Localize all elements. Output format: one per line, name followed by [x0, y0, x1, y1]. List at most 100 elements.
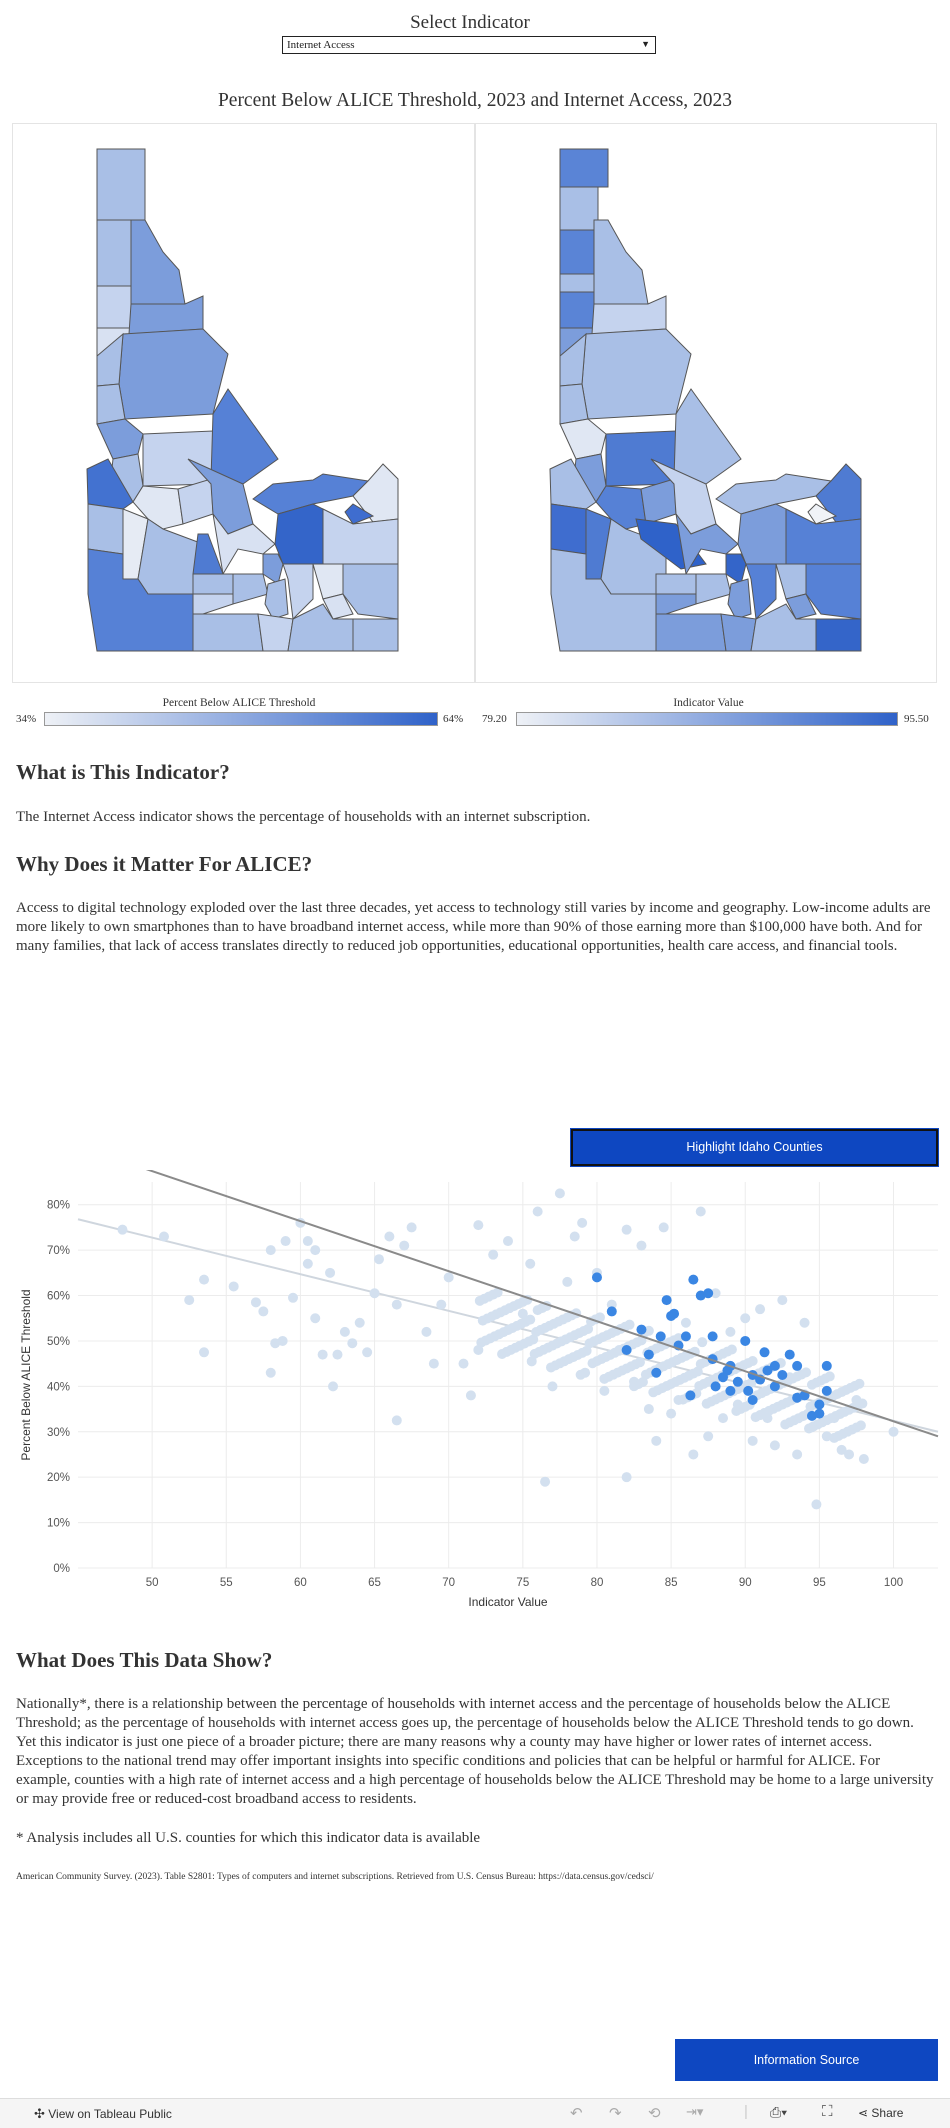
idaho-county-point[interactable] — [743, 1385, 754, 1396]
us-county-point[interactable] — [584, 1338, 595, 1349]
idaho-county-point[interactable] — [762, 1365, 773, 1376]
us-county-point[interactable] — [332, 1349, 343, 1360]
us-county-point[interactable] — [354, 1317, 365, 1328]
us-county-point[interactable] — [697, 1337, 708, 1348]
us-county-point[interactable] — [640, 1369, 651, 1380]
idaho-county-point[interactable] — [621, 1345, 632, 1356]
idaho-county-point[interactable] — [814, 1399, 825, 1410]
us-county-point[interactable] — [858, 1454, 869, 1465]
us-county-point[interactable] — [474, 1295, 485, 1306]
idaho-county-point[interactable] — [769, 1381, 780, 1392]
us-county-point[interactable] — [829, 1432, 840, 1443]
share-button[interactable]: ⋖ Share — [858, 2106, 903, 2120]
download-icon[interactable]: ⎙▾ — [770, 2104, 788, 2120]
us-county-point[interactable] — [804, 1423, 814, 1434]
us-county-point[interactable] — [658, 1222, 669, 1233]
us-county-point[interactable] — [302, 1258, 313, 1269]
us-county-point[interactable] — [391, 1299, 402, 1310]
us-county-point[interactable] — [694, 1380, 705, 1391]
us-county-point[interactable] — [406, 1222, 417, 1233]
us-county-point[interactable] — [575, 1369, 586, 1380]
us-county-point[interactable] — [780, 1419, 791, 1430]
redo-icon[interactable]: ↷ — [609, 2105, 622, 2122]
fullscreen-icon[interactable]: ⛶ — [822, 2103, 833, 2120]
us-county-point[interactable] — [629, 1381, 640, 1392]
us-county-point[interactable] — [621, 1224, 632, 1235]
us-county-point[interactable] — [792, 1449, 803, 1460]
us-county-point[interactable] — [362, 1347, 373, 1358]
us-county-point[interactable] — [547, 1381, 558, 1392]
idaho-county-point[interactable] — [703, 1288, 714, 1299]
information-source-button[interactable]: Information Source — [675, 2039, 938, 2081]
us-county-point[interactable] — [310, 1313, 321, 1324]
us-county-point[interactable] — [117, 1224, 128, 1235]
us-county-point[interactable] — [562, 1276, 573, 1287]
us-county-point[interactable] — [328, 1381, 339, 1392]
idaho-county-point[interactable] — [792, 1360, 803, 1371]
us-county-point[interactable] — [265, 1367, 276, 1378]
us-county-point[interactable] — [465, 1390, 476, 1401]
us-county-point[interactable] — [428, 1358, 439, 1369]
us-county-point[interactable] — [347, 1338, 358, 1349]
us-county-point[interactable] — [369, 1288, 380, 1299]
us-county-point[interactable] — [710, 1288, 721, 1299]
idaho-county-point[interactable] — [821, 1360, 832, 1371]
idaho-county-point[interactable] — [710, 1381, 721, 1392]
us-county-point[interactable] — [525, 1258, 536, 1269]
idaho-county-point[interactable] — [725, 1385, 736, 1396]
us-county-point[interactable] — [532, 1305, 543, 1316]
us-county-point[interactable] — [228, 1281, 239, 1292]
us-county-point[interactable] — [731, 1405, 742, 1416]
us-county-point[interactable] — [844, 1449, 855, 1460]
idaho-county-point[interactable] — [821, 1385, 832, 1396]
internet-access-map[interactable] — [476, 124, 936, 682]
us-county-point[interactable] — [725, 1326, 736, 1337]
us-county-point[interactable] — [159, 1231, 169, 1242]
us-county-point[interactable] — [529, 1348, 540, 1359]
us-county-point[interactable] — [888, 1426, 899, 1437]
idaho-county-point[interactable] — [606, 1306, 617, 1317]
us-county-point[interactable] — [374, 1254, 384, 1265]
us-county-point[interactable] — [436, 1299, 447, 1310]
us-county-point[interactable] — [806, 1379, 817, 1390]
us-county-point[interactable] — [703, 1431, 714, 1442]
idaho-county-point[interactable] — [669, 1308, 680, 1319]
us-county-point[interactable] — [250, 1297, 261, 1308]
us-county-point[interactable] — [310, 1245, 321, 1256]
us-county-point[interactable] — [488, 1249, 499, 1260]
idaho-county-point[interactable] — [777, 1370, 788, 1380]
idaho-county-point[interactable] — [591, 1272, 602, 1283]
us-county-point[interactable] — [458, 1358, 469, 1369]
us-county-point[interactable] — [258, 1306, 269, 1317]
pause-icon[interactable]: ⇥▾ — [686, 2104, 704, 2119]
us-county-point[interactable] — [199, 1347, 210, 1358]
idaho-county-point[interactable] — [643, 1349, 654, 1360]
us-county-point[interactable] — [503, 1236, 513, 1247]
us-county-point[interactable] — [651, 1435, 662, 1446]
us-county-point[interactable] — [836, 1444, 847, 1455]
revert-icon[interactable]: ⟲ — [648, 2105, 661, 2122]
us-county-point[interactable] — [777, 1295, 788, 1306]
us-county-point[interactable] — [680, 1317, 691, 1328]
us-county-point[interactable] — [769, 1440, 780, 1451]
us-county-point[interactable] — [277, 1335, 288, 1346]
us-county-point[interactable] — [540, 1476, 551, 1487]
us-county-point[interactable] — [531, 1327, 542, 1338]
us-county-point[interactable] — [288, 1292, 298, 1303]
idaho-county-point[interactable] — [769, 1360, 780, 1371]
us-county-point[interactable] — [399, 1240, 410, 1251]
us-county-point[interactable] — [317, 1349, 328, 1360]
us-county-point[interactable] — [599, 1385, 610, 1396]
idaho-county-point[interactable] — [759, 1347, 770, 1358]
us-county-point[interactable] — [805, 1401, 816, 1412]
idaho-county-point[interactable] — [747, 1394, 758, 1405]
view-on-tableau-link[interactable]: ✣ View on Tableau Public — [34, 2106, 172, 2122]
scatter-chart[interactable]: 0% 10% 20% 30% 40% 50% 60% 70% 80% 50 55 60 65 70 75 80… — [0, 1170, 950, 1625]
us-county-point[interactable] — [636, 1240, 647, 1251]
idaho-county-point[interactable] — [732, 1376, 743, 1387]
us-county-point[interactable] — [517, 1308, 528, 1319]
us-county-point[interactable] — [695, 1206, 706, 1217]
idaho-county-point[interactable] — [685, 1390, 696, 1401]
us-county-point[interactable] — [476, 1337, 487, 1348]
idaho-county-point[interactable] — [740, 1335, 751, 1346]
